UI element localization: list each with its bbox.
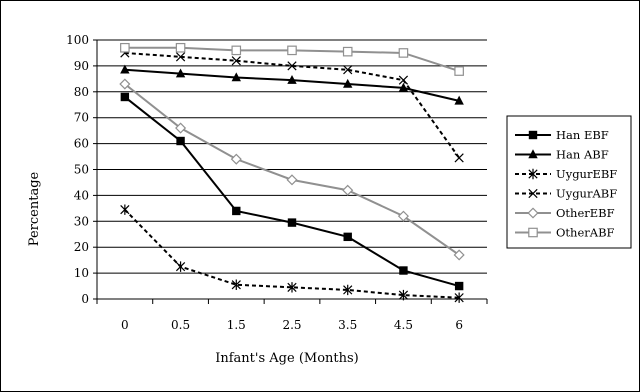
data-point [287,61,297,71]
legend-label: UygurABF [556,187,617,201]
data-point [231,56,241,66]
legend-item: OtherEBF [515,206,615,220]
data-point [454,66,464,76]
series-group [119,42,465,303]
data-point [175,52,186,62]
y-tick-label: 40 [74,188,89,202]
data-point [453,249,465,261]
x-tick-label: 0.5 [171,318,190,332]
y-tick-label: 50 [74,163,89,177]
data-point [287,218,297,227]
data-point [399,266,408,275]
data-point [286,174,298,186]
y-tick-label: 20 [74,240,89,254]
legend-label: OtherEBF [556,206,615,220]
legend-box [506,115,632,249]
y-tick-label: 60 [74,137,89,151]
data-point [230,153,242,165]
series-han-ebf [120,92,464,291]
data-point [231,279,241,290]
legend-label: Han EBF [556,128,609,142]
legend-item: Han ABF [515,148,609,162]
y-tick-label: 80 [74,85,89,99]
data-point [454,281,464,291]
data-point [287,282,297,293]
data-point [454,292,464,303]
series-line [124,51,460,159]
legend: Han EBF Han ABF UygurEBF UygurABF OtherEBF Ot… [506,115,632,249]
series-otherebf [119,78,465,261]
y-tick-label: 90 [74,59,89,73]
data-point [398,289,409,301]
x-axis-ticks: 0 0.5 1.5 2.5 3.5 4.5 6 [96,299,488,332]
data-point [528,227,538,238]
y-tick-label: 30 [74,214,89,228]
data-point [120,42,130,53]
data-point [120,204,130,215]
data-point [175,42,186,53]
data-point [287,45,297,56]
y-axis-title: Percentage [27,171,42,246]
series-otherabf [120,42,464,76]
legend-label: Han ABF [556,148,609,162]
data-point [397,210,409,222]
legend-label: OtherABF [556,226,615,240]
data-point [454,153,464,163]
data-point [175,261,186,272]
data-point [528,149,538,159]
data-point [175,68,186,78]
legend-item: UygurEBF [515,167,617,181]
data-point [231,45,242,56]
y-tick-label: 0 [81,292,89,306]
data-point [342,184,354,196]
data-point [343,78,353,88]
y-tick-label: 10 [74,266,89,280]
series-line [124,68,460,102]
y-tick-label: 70 [74,111,89,125]
data-point [398,75,409,85]
legend-item: OtherABF [515,226,615,240]
data-point [527,207,539,219]
data-point [343,65,353,75]
data-point [287,74,297,84]
data-point [528,130,538,140]
data-point [232,206,241,216]
series-han-abf [120,64,464,105]
y-tick-label: 100 [66,33,89,47]
x-tick-label: 0 [121,318,129,332]
data-point [454,95,464,105]
data-point [343,284,353,296]
data-point [342,46,353,57]
data-point [528,168,538,180]
x-tick-label: 1.5 [227,318,246,332]
x-tick-label: 4.5 [394,318,413,332]
legend-item: Han EBF [515,128,609,142]
data-point [398,48,409,58]
data-point [343,232,352,242]
series-line [124,96,460,288]
data-point [175,122,187,134]
legend-item: UygurABF [515,187,617,201]
data-point [398,82,409,92]
data-point [231,72,241,82]
series-uygurebf [120,204,464,303]
data-point [119,78,131,90]
data-point [176,136,185,146]
legend-label: UygurEBF [556,167,617,181]
data-point [120,64,130,74]
y-axis-ticks: 0 10 20 30 40 50 60 70 80 90 100 [66,33,97,306]
data-point [528,188,538,199]
data-point [120,92,130,102]
x-axis-title: Infant's Age (Months) [215,351,359,366]
x-tick-label: 6 [455,318,463,332]
x-tick-label: 2.5 [282,318,301,332]
x-tick-label: 3.5 [338,318,357,332]
